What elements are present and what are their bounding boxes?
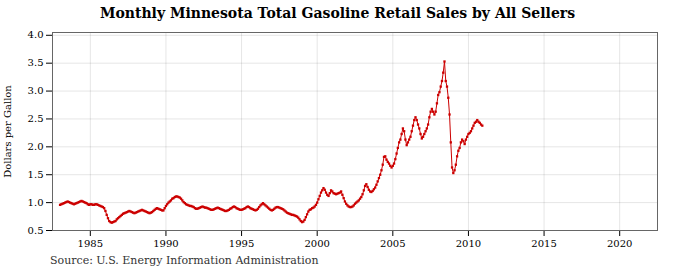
svg-text:3.5: 3.5 xyxy=(28,57,44,68)
svg-text:Dollars per Gallon: Dollars per Gallon xyxy=(2,85,13,178)
svg-text:2.5: 2.5 xyxy=(28,113,44,124)
svg-text:3.0: 3.0 xyxy=(28,85,44,96)
svg-text:2000: 2000 xyxy=(304,238,329,249)
svg-text:4.0: 4.0 xyxy=(28,29,44,40)
svg-text:0.5: 0.5 xyxy=(28,225,44,236)
html-text:Monthly Minnesota Total Gasoli: Monthly Minnesota Total Gasoline Retail … xyxy=(99,5,576,21)
svg-text:2010: 2010 xyxy=(456,238,481,249)
svg-text:2015: 2015 xyxy=(531,238,556,249)
svg-text:1985: 1985 xyxy=(78,238,103,249)
html-text:Source: U.S. Energy Informatio: Source: U.S. Energy Information Administ… xyxy=(50,254,319,267)
svg-text:1990: 1990 xyxy=(153,238,178,249)
svg-text:1.5: 1.5 xyxy=(28,169,44,180)
svg-text:2020: 2020 xyxy=(607,238,632,249)
svg-text:1995: 1995 xyxy=(229,238,254,249)
svg-text:1.0: 1.0 xyxy=(28,197,44,208)
svg-text:2005: 2005 xyxy=(380,238,405,249)
svg-text:2.0: 2.0 xyxy=(28,141,44,152)
